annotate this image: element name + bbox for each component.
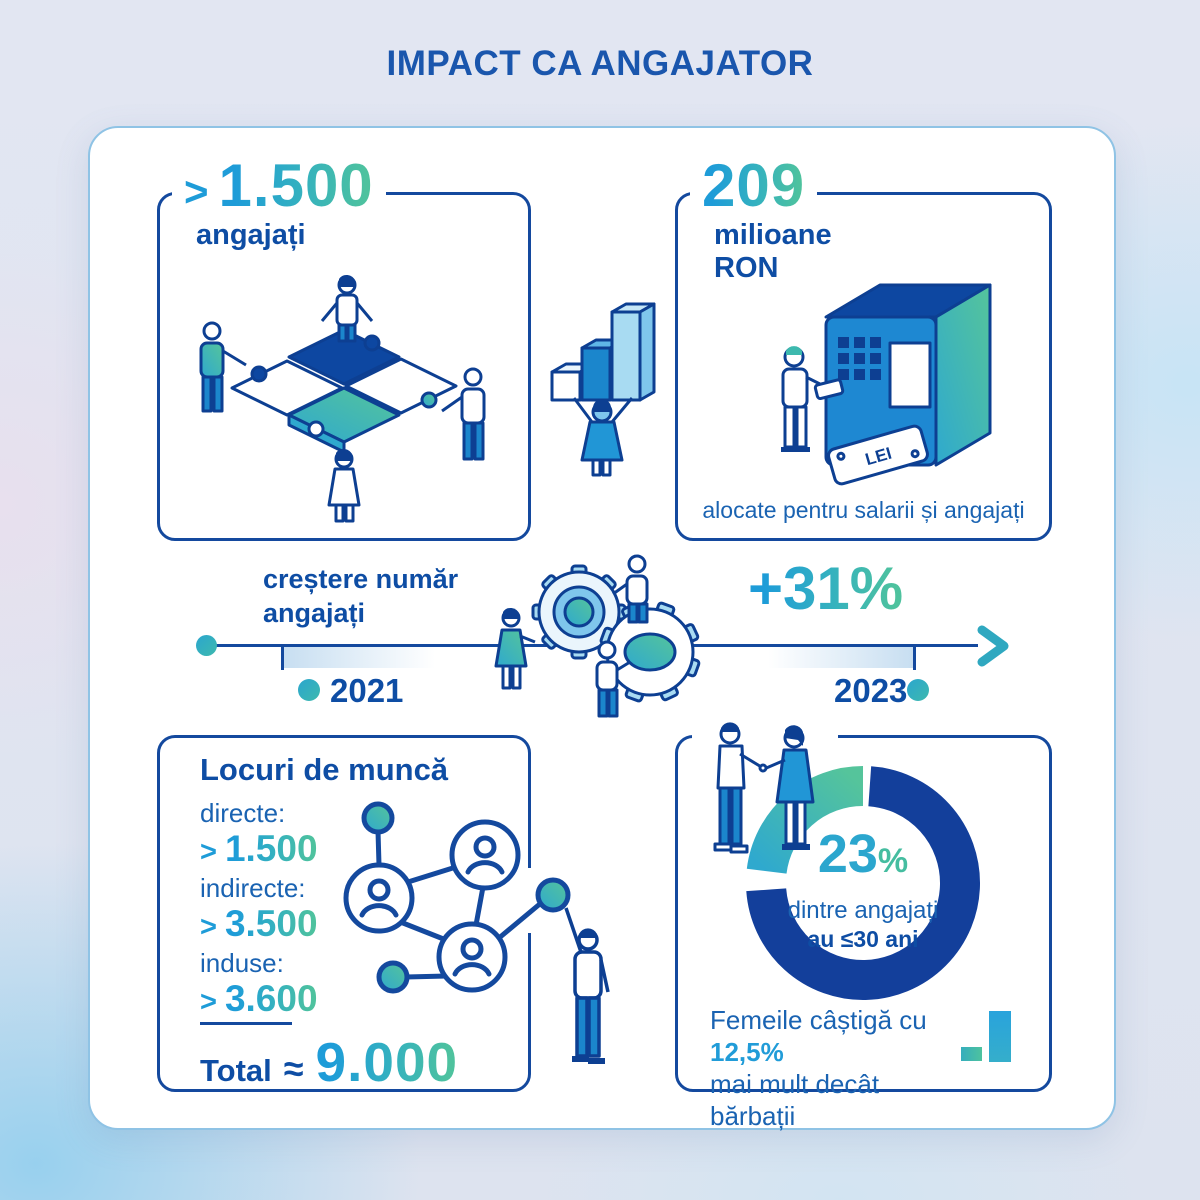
budget-unit: milioane RON [714, 219, 832, 284]
teamwork-puzzle-illustration [199, 274, 486, 523]
greater-than-icon: > [200, 836, 217, 868]
year-2023-dot [907, 679, 929, 701]
growth-bars-person-illustration [550, 302, 656, 477]
year-2023: 2023 [834, 672, 908, 709]
timeline-2021-band [283, 647, 435, 668]
atm-safe-illustration: LEI [781, 283, 992, 486]
greater-than-icon: > [184, 168, 209, 215]
card-employees: > 1.500 angajați [157, 155, 531, 541]
timeline-2023-tick [913, 646, 916, 670]
network-nodes-illustration [343, 801, 610, 1064]
employees-count: 1.500 [218, 152, 374, 219]
gears-teamwork-illustration [494, 554, 701, 718]
greater-than-icon: > [200, 986, 217, 1018]
budget-amount: 209 [702, 152, 806, 219]
jobs-total: Total ≈ 9.000 [200, 1031, 459, 1093]
jobs-title: Locuri de muncă [200, 752, 449, 787]
timeline-arrow-icon [977, 625, 1009, 667]
growth-percent: +31% [748, 555, 904, 622]
timeline-2023-band [768, 647, 914, 668]
timeline-2021-tick [281, 646, 284, 670]
donut-segment-rest [746, 766, 980, 1000]
timeline-start-dot [196, 635, 217, 656]
handshake-illustration [692, 722, 838, 854]
employees-number: > 1.500 [172, 155, 386, 223]
year-2021: 2021 [330, 672, 404, 709]
jobs-list: directe: >1.500 indirecte: >3.500 induse… [200, 798, 318, 1023]
approx-icon: ≈ [283, 1048, 304, 1089]
job-item: directe: >1.500 [200, 798, 318, 873]
card-jobs: Locuri de muncă directe: >1.500 indirect… [157, 735, 531, 1093]
timeline-label: creștere număr angajați [263, 564, 459, 628]
budget-number: 209 [690, 152, 818, 219]
employees-label: angajați [196, 219, 306, 251]
mini-bar-chart-icon [989, 1011, 1011, 1062]
page-title: IMPACT CA ANGAJATOR [386, 44, 814, 83]
budget-caption: alocate pentru salarii și angajați [702, 497, 1025, 523]
job-item: induse: >3.600 [200, 948, 318, 1023]
card-budget: 209 milioane RON [675, 155, 1052, 541]
total-divider [200, 1022, 292, 1025]
greater-than-icon: > [200, 911, 217, 943]
job-item: indirecte: >3.500 [200, 873, 318, 948]
donut-center-label: 23% dintre angajați au ≤30 ani [787, 824, 939, 952]
year-2021-dot [298, 679, 320, 701]
card-age: 23% dintre angajați au ≤30 ani Femeile c… [675, 735, 1052, 1131]
mini-bar-chart-icon [961, 1047, 982, 1061]
gender-pay-note: Femeile câștigă cu 12,5% mai mult decât … [710, 1005, 927, 1131]
